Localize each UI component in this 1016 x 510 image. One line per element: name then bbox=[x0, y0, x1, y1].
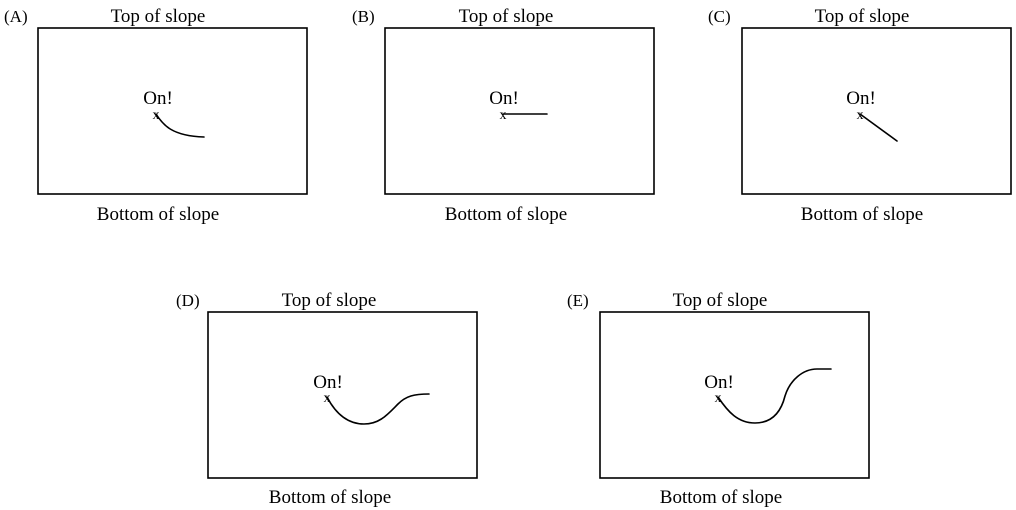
top-of-slope-label: Top of slope bbox=[815, 6, 910, 27]
bottom-of-slope-label: Bottom of slope bbox=[269, 487, 391, 508]
slope-frame bbox=[599, 311, 870, 479]
panel-letter: (A) bbox=[4, 7, 28, 26]
bottom-of-slope-label: Bottom of slope bbox=[97, 204, 219, 225]
start-label: On! bbox=[704, 372, 734, 393]
bottom-of-slope-label: Bottom of slope bbox=[660, 487, 782, 508]
panel-letter: (D) bbox=[176, 291, 200, 310]
top-of-slope-label: Top of slope bbox=[673, 290, 768, 311]
start-marker: x bbox=[500, 108, 507, 123]
panel-d: (D) Top of slope On! x Bottom of slope bbox=[176, 290, 478, 508]
start-marker: x bbox=[153, 108, 160, 123]
trajectory-path bbox=[859, 113, 898, 142]
panel-e: (E) Top of slope On! x Bottom of slope bbox=[567, 290, 870, 508]
start-label: On! bbox=[846, 88, 876, 109]
top-of-slope-label: Top of slope bbox=[111, 6, 206, 27]
top-of-slope-label: Top of slope bbox=[459, 6, 554, 27]
panel-b: (B) Top of slope On! x Bottom of slope bbox=[352, 6, 655, 225]
trajectory-path bbox=[326, 393, 430, 425]
bottom-of-slope-label: Bottom of slope bbox=[445, 204, 567, 225]
bottom-of-slope-label: Bottom of slope bbox=[801, 204, 923, 225]
slope-frame bbox=[384, 27, 655, 195]
panel-letter: (C) bbox=[708, 7, 731, 26]
start-marker: x bbox=[857, 108, 864, 123]
start-label: On! bbox=[313, 372, 343, 393]
start-label: On! bbox=[143, 88, 173, 109]
slope-frame bbox=[207, 311, 478, 479]
panel-c: (C) Top of slope On! x Bottom of slope bbox=[708, 6, 1012, 225]
trajectory-path bbox=[155, 113, 205, 138]
panel-letter: (B) bbox=[352, 7, 375, 26]
panel-a: (A) Top of slope On! x Bottom of slope bbox=[4, 6, 308, 225]
slope-frame bbox=[741, 27, 1012, 195]
start-marker: x bbox=[715, 391, 722, 406]
panel-letter: (E) bbox=[567, 291, 589, 310]
start-label: On! bbox=[489, 88, 519, 109]
top-of-slope-label: Top of slope bbox=[282, 290, 377, 311]
slope-frame bbox=[37, 27, 308, 195]
trajectory-path bbox=[717, 368, 832, 424]
